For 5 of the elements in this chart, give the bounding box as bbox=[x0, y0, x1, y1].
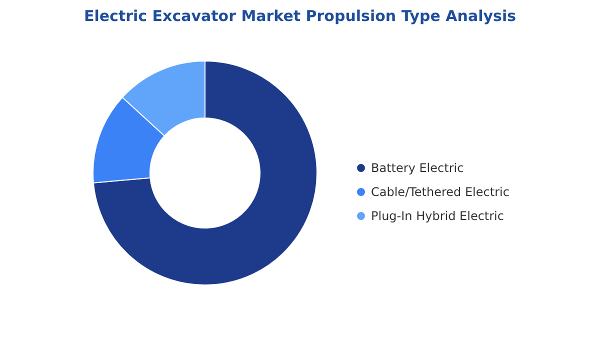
donut-slice bbox=[92, 60, 318, 286]
legend-label: Cable/Tethered Electric bbox=[371, 185, 510, 199]
legend-label: Plug-In Hybrid Electric bbox=[371, 209, 504, 223]
legend-label: Battery Electric bbox=[371, 161, 464, 175]
chart-title: Electric Excavator Market Propulsion Type Analysis bbox=[84, 7, 516, 25]
